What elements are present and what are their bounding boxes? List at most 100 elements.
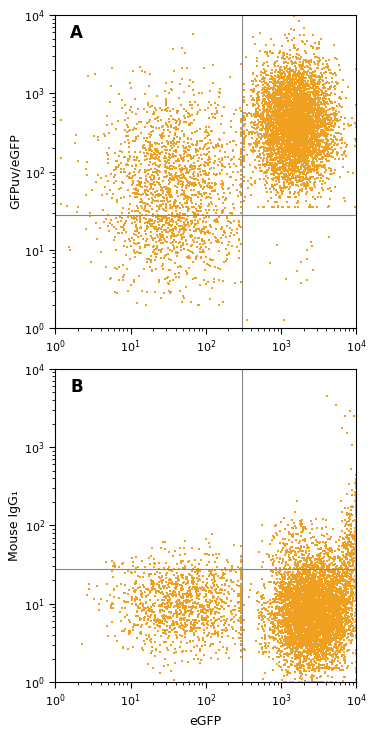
Point bbox=[317, 671, 323, 683]
Point bbox=[329, 574, 335, 586]
Point bbox=[303, 93, 309, 105]
Point bbox=[241, 599, 247, 611]
Point bbox=[316, 99, 322, 111]
Point bbox=[292, 162, 298, 174]
Point bbox=[320, 556, 326, 567]
Point bbox=[351, 530, 357, 542]
Point bbox=[206, 177, 212, 189]
Point bbox=[309, 158, 315, 170]
Point bbox=[162, 273, 168, 285]
Point bbox=[302, 148, 308, 160]
Point bbox=[270, 130, 276, 142]
Point bbox=[315, 615, 321, 627]
Point bbox=[314, 561, 320, 573]
Point bbox=[348, 542, 354, 553]
Point bbox=[176, 136, 182, 148]
Point bbox=[178, 622, 184, 634]
Point bbox=[275, 114, 281, 126]
Point bbox=[316, 615, 322, 626]
Point bbox=[261, 102, 267, 113]
Point bbox=[313, 652, 319, 664]
Point bbox=[316, 134, 322, 146]
Point bbox=[342, 569, 348, 581]
Point bbox=[284, 601, 290, 613]
Point bbox=[315, 598, 321, 610]
Point bbox=[278, 68, 284, 79]
Point bbox=[278, 618, 284, 629]
Point bbox=[307, 620, 313, 631]
Point bbox=[292, 157, 298, 169]
Point bbox=[324, 111, 330, 123]
Point bbox=[274, 107, 280, 119]
Point bbox=[302, 120, 307, 132]
Point bbox=[257, 173, 263, 185]
Point bbox=[187, 586, 193, 598]
Point bbox=[332, 618, 338, 630]
Point bbox=[325, 562, 331, 573]
Point bbox=[303, 136, 309, 148]
Point bbox=[292, 121, 298, 133]
Point bbox=[315, 135, 321, 147]
Point bbox=[292, 127, 298, 138]
Point bbox=[316, 606, 322, 618]
Point bbox=[163, 93, 169, 105]
Point bbox=[314, 127, 320, 139]
Point bbox=[132, 584, 138, 596]
Point bbox=[303, 160, 309, 171]
Point bbox=[326, 551, 332, 563]
Point bbox=[268, 135, 274, 146]
Point bbox=[314, 202, 320, 213]
Point bbox=[285, 601, 291, 612]
Point bbox=[320, 627, 326, 639]
Point bbox=[118, 94, 124, 106]
Point bbox=[308, 612, 314, 624]
Point bbox=[254, 88, 260, 100]
Point bbox=[341, 555, 347, 567]
Point bbox=[109, 63, 115, 74]
Point bbox=[298, 651, 304, 662]
Point bbox=[289, 596, 295, 608]
Point bbox=[219, 564, 225, 576]
Point bbox=[321, 610, 327, 622]
Point bbox=[309, 121, 315, 133]
Point bbox=[295, 114, 301, 126]
Point bbox=[267, 84, 273, 96]
Point bbox=[330, 573, 336, 585]
Point bbox=[283, 609, 289, 620]
Point bbox=[312, 146, 318, 158]
Point bbox=[186, 614, 192, 626]
Point bbox=[341, 671, 347, 683]
Point bbox=[342, 563, 348, 575]
Point bbox=[294, 581, 300, 592]
Y-axis label: GFPuv/eGFP: GFPuv/eGFP bbox=[8, 134, 21, 210]
Point bbox=[303, 582, 309, 594]
Point bbox=[319, 107, 325, 119]
Point bbox=[336, 601, 342, 613]
Point bbox=[270, 621, 276, 633]
Point bbox=[196, 223, 202, 235]
Point bbox=[305, 164, 311, 176]
Point bbox=[303, 607, 309, 619]
Point bbox=[311, 665, 317, 676]
Point bbox=[118, 138, 124, 150]
Point bbox=[274, 612, 280, 624]
Point bbox=[352, 528, 358, 540]
Point bbox=[272, 143, 278, 155]
Point bbox=[156, 276, 162, 288]
Point bbox=[306, 620, 312, 632]
Point bbox=[290, 576, 296, 588]
Point bbox=[206, 112, 212, 124]
Point bbox=[306, 102, 312, 114]
Point bbox=[294, 620, 300, 632]
Point bbox=[339, 588, 345, 600]
Point bbox=[186, 568, 192, 580]
Point bbox=[300, 145, 306, 157]
Point bbox=[288, 97, 294, 109]
Point bbox=[298, 609, 304, 621]
Point bbox=[288, 137, 294, 149]
Point bbox=[166, 113, 172, 125]
Point bbox=[118, 146, 124, 158]
Point bbox=[333, 573, 339, 584]
Point bbox=[324, 595, 330, 607]
Point bbox=[284, 606, 290, 618]
